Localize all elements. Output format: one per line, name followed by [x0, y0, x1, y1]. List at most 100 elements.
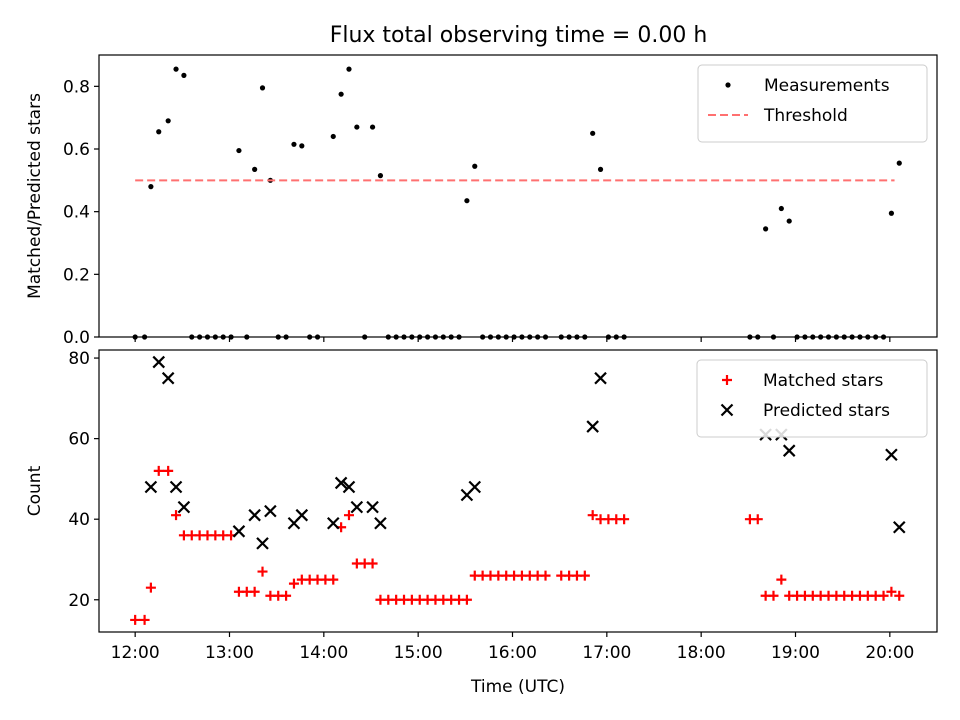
data-point [141, 334, 148, 340]
data-point [566, 334, 572, 340]
data-point [503, 334, 509, 340]
data-point [275, 334, 281, 340]
data-point [144, 480, 158, 494]
data-point [833, 334, 839, 340]
data-point [346, 66, 352, 72]
data-point [295, 508, 309, 522]
y-axis-label: Matched/Predicted stars [25, 93, 45, 299]
data-point [153, 465, 164, 476]
data-point [393, 334, 399, 340]
data-point [145, 582, 156, 593]
data-point [314, 334, 321, 340]
legend-label: Matched stars [763, 371, 883, 391]
x-tick-label: 16:00 [488, 643, 537, 663]
data-point [448, 334, 454, 340]
x-tick-label: 20:00 [865, 643, 914, 663]
data-point [173, 66, 179, 72]
x-tick-label: 12:00 [111, 643, 160, 663]
data-point [574, 334, 580, 340]
series-measurements [132, 66, 902, 340]
data-point [369, 124, 376, 130]
data-point [768, 590, 779, 601]
data-point [857, 334, 863, 340]
data-point [362, 334, 368, 340]
data-point [786, 218, 792, 224]
data-point [880, 334, 887, 340]
data-point [440, 334, 446, 340]
data-point [794, 334, 800, 340]
data-point [264, 504, 277, 518]
series-predicted-stars [144, 355, 906, 550]
legend-label: Predicted stars [763, 401, 890, 421]
data-point [888, 210, 895, 216]
data-point [417, 334, 423, 340]
x-tick-label: 18:00 [677, 643, 726, 663]
legend: Matched stars Predicted stars [696, 359, 928, 438]
data-point [810, 334, 816, 340]
data-point [244, 334, 250, 340]
data-point [878, 590, 889, 601]
series-matched-stars [130, 465, 905, 625]
data-point [326, 516, 340, 530]
data-point [818, 334, 824, 340]
legend-box [697, 64, 928, 143]
data-point [228, 334, 234, 340]
data-point [148, 184, 154, 190]
y-tick-label: 60 [68, 430, 90, 450]
x-tick-label: 13:00 [205, 643, 254, 663]
top-axes: 0.0 0.2 0.4 0.6 0.8 Matched/Predicted stars Me… [25, 54, 938, 348]
data-point [540, 570, 551, 581]
legend: Measurements Threshold [697, 64, 928, 143]
data-point [594, 371, 607, 385]
y-tick-label: 0.6 [63, 140, 90, 160]
data-point [366, 500, 379, 514]
y-tick-label: 0.0 [63, 328, 90, 348]
data-point [367, 558, 378, 569]
data-point [338, 91, 344, 97]
data-point [527, 334, 533, 340]
x-tick-label: 14:00 [299, 643, 348, 663]
data-point [256, 537, 269, 550]
data-point [461, 594, 472, 605]
data-point [385, 334, 391, 340]
data-point [487, 334, 494, 340]
data-point [409, 334, 415, 340]
data-point [334, 476, 348, 490]
data-point [330, 133, 336, 140]
data-point [130, 614, 141, 625]
data-point [605, 334, 612, 340]
data-point [139, 614, 150, 625]
x-tick-label: 19:00 [771, 643, 820, 663]
data-point [374, 516, 387, 530]
x-axis-label: Time (UTC) [470, 677, 565, 697]
data-point [354, 124, 360, 130]
data-point [535, 334, 541, 340]
data-point [776, 574, 787, 585]
data-point [587, 510, 598, 521]
data-point [468, 480, 482, 494]
data-point [886, 586, 897, 597]
data-point [586, 420, 599, 433]
data-point [841, 334, 847, 340]
data-point [328, 574, 339, 585]
x-tick-label: 17:00 [582, 643, 631, 663]
data-point [281, 590, 292, 601]
bottom-axes: 20 40 60 80 12:00 13:00 14:00 15:00 16:00 17:00 18… [25, 349, 938, 697]
data-point [885, 448, 898, 462]
data-point [259, 85, 266, 91]
data-point [511, 334, 517, 340]
figure-title: Flux total observing time = 0.00 h [330, 23, 708, 48]
data-point [432, 334, 439, 340]
data-point [249, 586, 260, 597]
data-point [752, 514, 763, 525]
data-point [747, 334, 753, 340]
data-point [892, 520, 906, 534]
data-point [342, 480, 356, 494]
data-point [232, 525, 246, 538]
data-point [579, 570, 590, 581]
data-point [778, 205, 784, 212]
data-point [770, 334, 777, 340]
data-point [519, 334, 525, 340]
data-point [472, 163, 478, 169]
